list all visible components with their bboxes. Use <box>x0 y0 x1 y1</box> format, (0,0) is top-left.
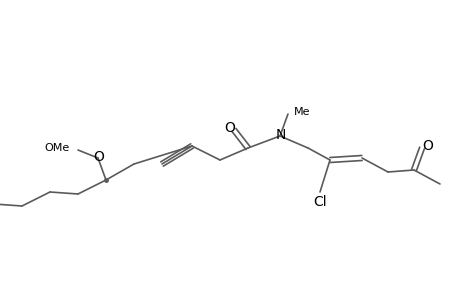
Text: O: O <box>93 150 104 164</box>
Text: O: O <box>422 139 432 153</box>
Text: OMe: OMe <box>45 143 70 153</box>
Text: O: O <box>224 121 235 135</box>
Text: Me: Me <box>293 107 310 117</box>
Text: N: N <box>275 128 285 142</box>
Text: Cl: Cl <box>313 195 326 209</box>
